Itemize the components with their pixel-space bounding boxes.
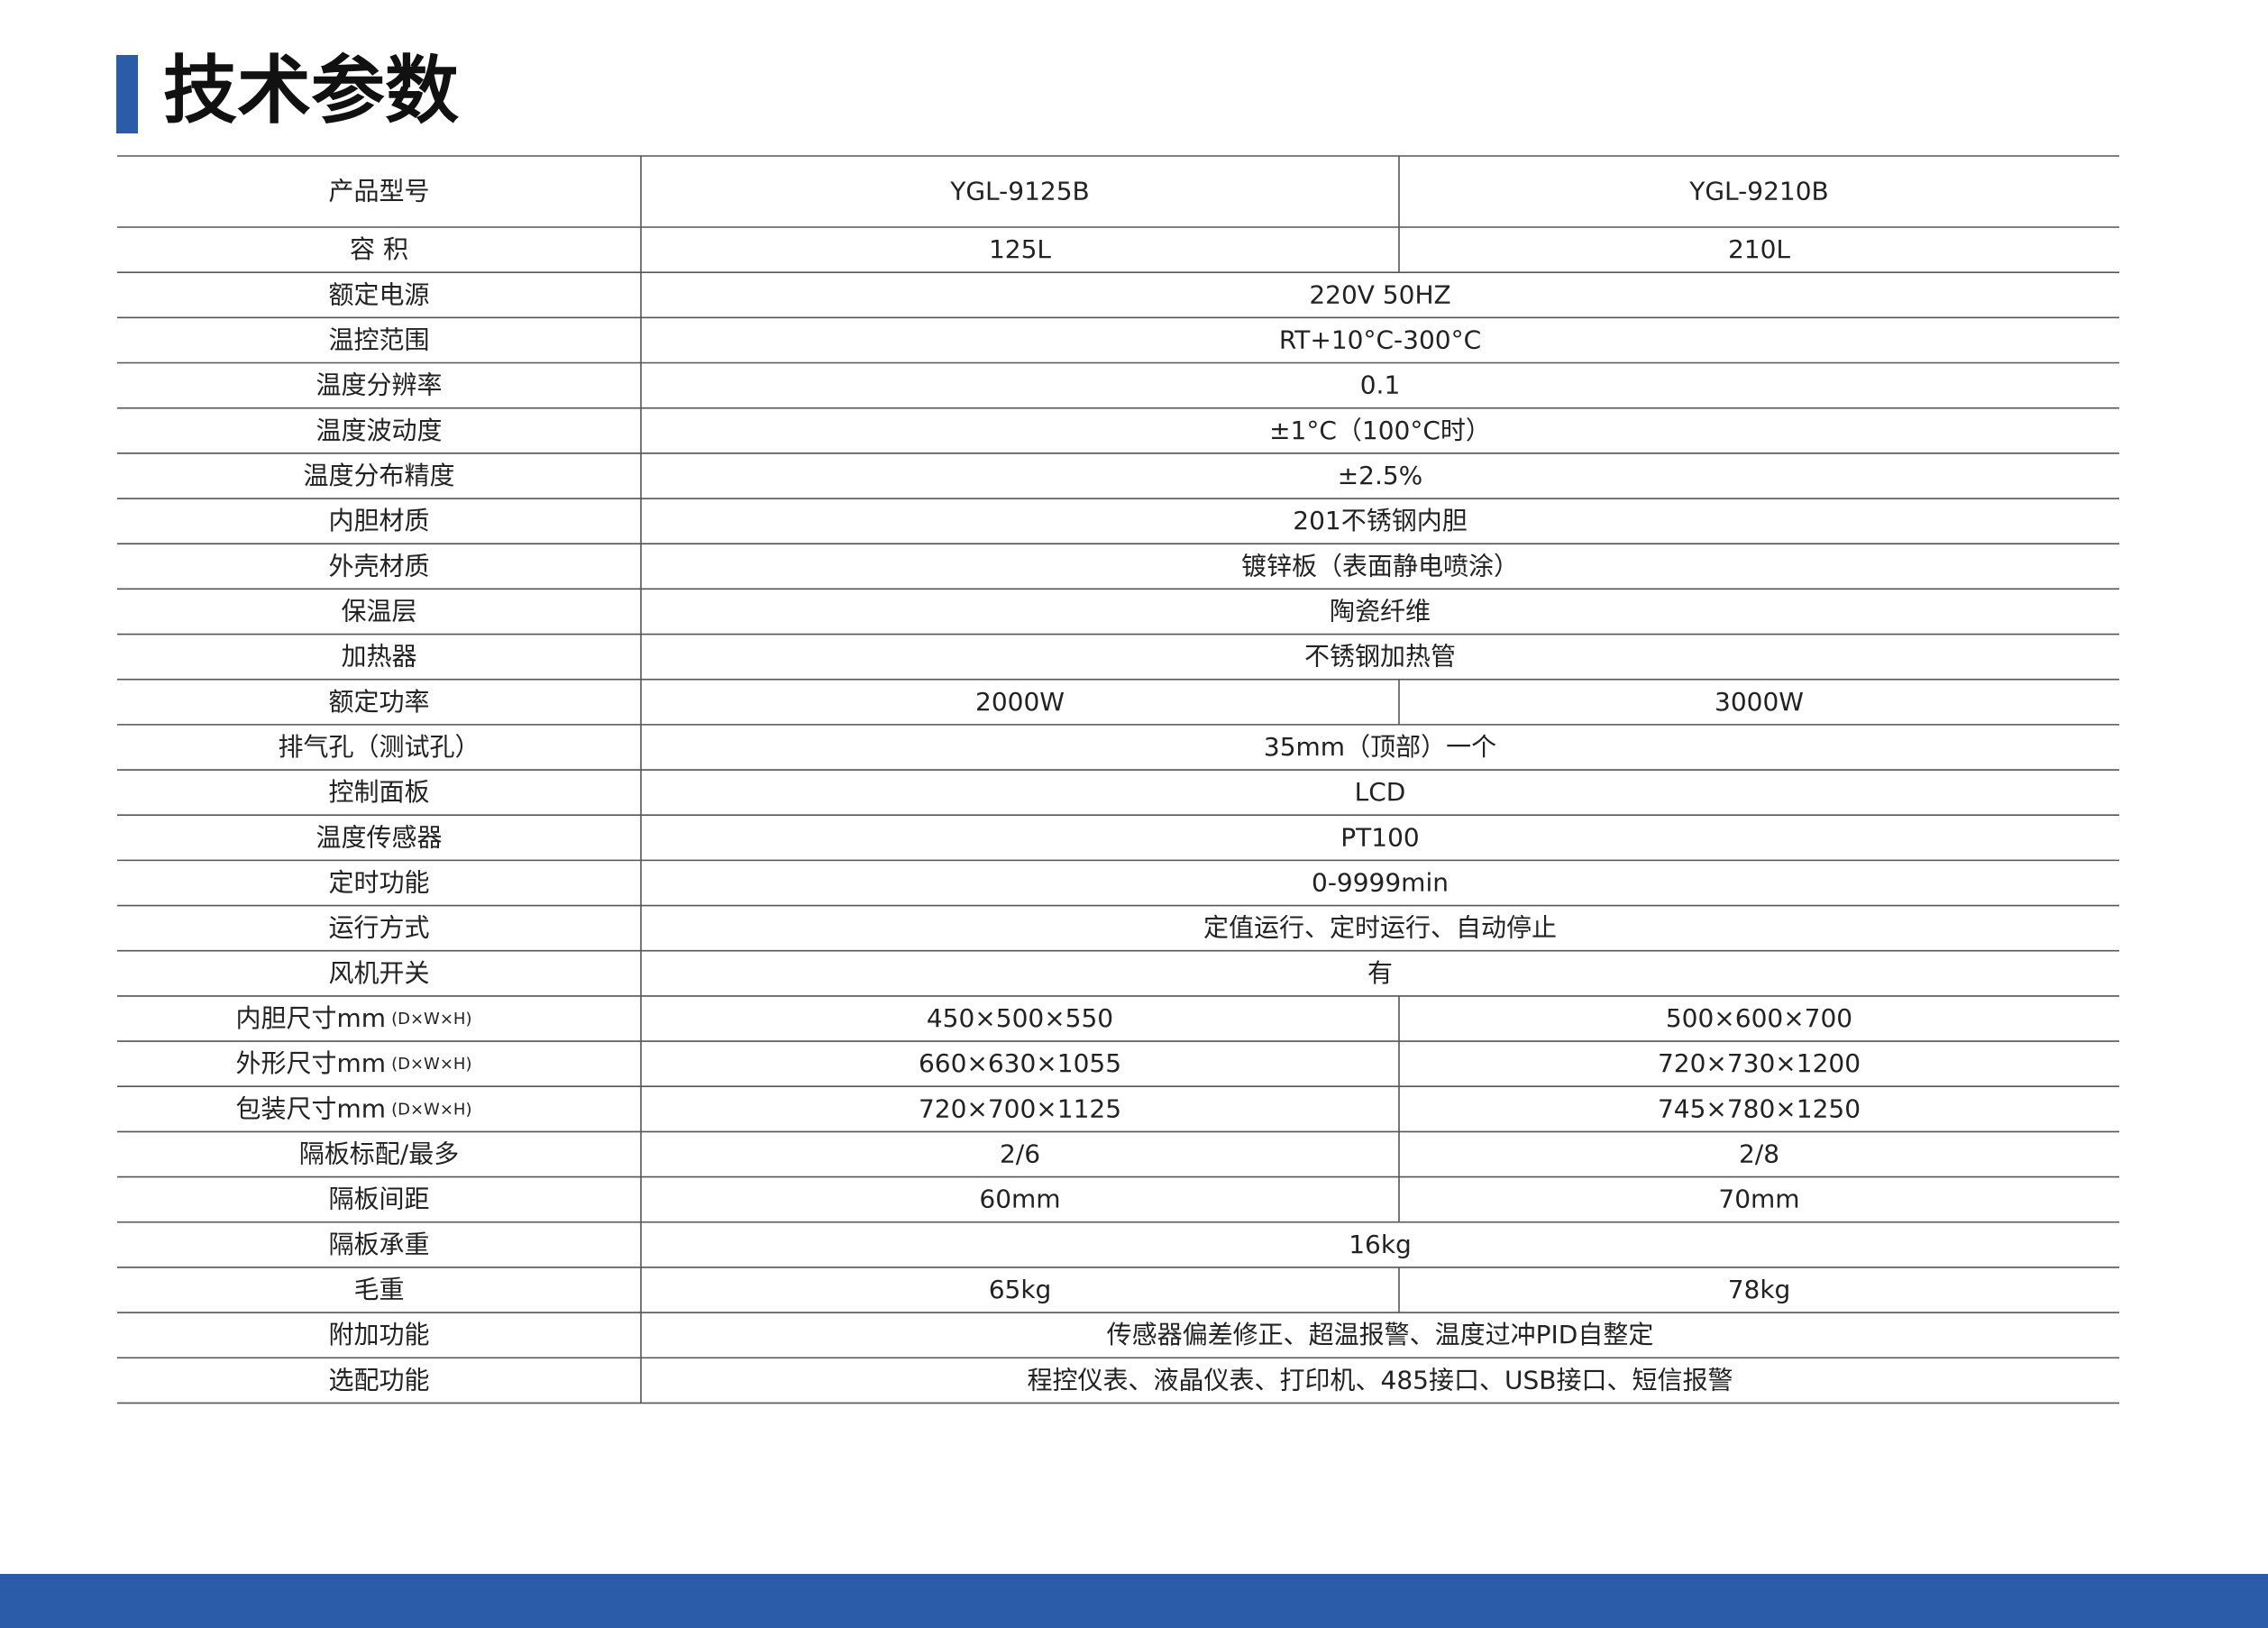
cell-value: 500×600×700 <box>1666 1003 1852 1033</box>
row-label: 运行方式 <box>328 913 429 943</box>
row-label: 外壳材质 <box>328 551 429 581</box>
cell-value: 传感器偏差修正、超温报警、温度过冲PID自整定 <box>1107 1320 1654 1349</box>
row-label-note: (D×W×H) <box>391 1010 471 1029</box>
title-accent <box>116 55 138 133</box>
cell-value: 450×500×550 <box>927 1003 1113 1033</box>
cell-value: 60mm <box>979 1184 1060 1214</box>
cell-value: 0.1 <box>1360 370 1401 400</box>
cell-value: 35mm（顶部）一个 <box>1264 732 1496 762</box>
row-label: 额定功率 <box>328 687 429 717</box>
cell-value: 2000W <box>975 687 1065 717</box>
cell-value: PT100 <box>1340 822 1419 852</box>
row-label: 隔板标配/最多 <box>299 1139 459 1168</box>
row-label: 内胆尺寸mm (D×W×H) <box>236 1003 472 1033</box>
cell-value: YGL-9210B <box>1688 177 1828 206</box>
cell-value: 16kg <box>1349 1230 1412 1259</box>
cell-value: 201不锈钢内胆 <box>1293 506 1467 535</box>
cell-value: ±1°C（100°C时） <box>1269 416 1491 445</box>
cell-value: 0-9999min <box>1312 867 1449 897</box>
cell-value: 有 <box>1367 958 1393 988</box>
cell-value: 定值运行、定时运行、自动停止 <box>1203 913 1557 943</box>
cell-value: RT+10°C-300°C <box>1279 325 1481 354</box>
row-label: 温度波动度 <box>316 416 442 445</box>
row-label: 温度分辨率 <box>316 370 442 400</box>
row-label: 保温层 <box>341 596 416 626</box>
row-label: 包装尺寸mm (D×W×H) <box>236 1093 472 1123</box>
row-label-text: 外形尺寸mm <box>236 1048 387 1078</box>
row-label: 控制面板 <box>328 777 429 807</box>
row-label: 加热器 <box>341 642 416 672</box>
row-label-text: 包装尺寸mm <box>236 1093 387 1123</box>
row-label: 外形尺寸mm (D×W×H) <box>236 1048 472 1078</box>
cell-value: LCD <box>1355 777 1406 807</box>
cell-value: 不锈钢加热管 <box>1304 642 1456 672</box>
row-label: 隔板间距 <box>328 1184 429 1214</box>
cell-value: 2/6 <box>1000 1139 1040 1168</box>
cell-value: YGL-9125B <box>949 177 1089 206</box>
row-label: 温度传感器 <box>316 822 442 852</box>
cell-value: 镀锌板（表面静电喷涂） <box>1241 551 1519 581</box>
row-label: 附加功能 <box>328 1320 429 1349</box>
cell-value: 78kg <box>1728 1275 1791 1304</box>
cell-value: 陶瓷纤维 <box>1330 596 1431 626</box>
row-label: 容 积 <box>350 234 408 264</box>
cell-value: ±2.5% <box>1338 461 1423 490</box>
row-label: 排气孔（测试孔） <box>278 732 480 762</box>
row-label: 内胆材质 <box>328 506 429 535</box>
row-label-note: (D×W×H) <box>391 1100 471 1119</box>
cell-value: 210L <box>1728 234 1790 264</box>
row-label-note: (D×W×H) <box>391 1055 471 1074</box>
row-label: 风机开关 <box>328 958 429 988</box>
cell-value: 70mm <box>1718 1184 1799 1214</box>
cell-value: 125L <box>989 234 1051 264</box>
cell-value: 745×780×1250 <box>1658 1093 1861 1123</box>
spec-table: 产品型号 YGL-9125B YGL-9210B 容 积 125L 210L 额定电源 220… <box>117 155 2119 1404</box>
cell-value: 720×700×1125 <box>919 1093 1121 1123</box>
row-label: 温控范围 <box>328 325 429 354</box>
cell-value: 660×630×1055 <box>919 1048 1121 1078</box>
row-label: 毛重 <box>353 1275 404 1304</box>
cell-value: 720×730×1200 <box>1658 1048 1861 1078</box>
row-label: 隔板承重 <box>328 1230 429 1259</box>
cell-value: 220V 50HZ <box>1309 279 1450 309</box>
row-label: 温度分布精度 <box>303 461 454 490</box>
row-label: 额定电源 <box>328 279 429 309</box>
row-label: 选配功能 <box>328 1365 429 1395</box>
row-label: 产品型号 <box>328 177 429 206</box>
page-title: 技术参数 <box>163 48 459 133</box>
row-label: 定时功能 <box>328 867 429 897</box>
cell-value: 3000W <box>1715 687 1804 717</box>
cell-value: 2/8 <box>1739 1139 1779 1168</box>
footer-bar <box>0 1574 2268 1628</box>
cell-value: 程控仪表、液晶仪表、打印机、485接口、USB接口、短信报警 <box>1028 1365 1733 1395</box>
cell-value: 65kg <box>989 1275 1052 1304</box>
row-label-text: 内胆尺寸mm <box>236 1003 387 1033</box>
